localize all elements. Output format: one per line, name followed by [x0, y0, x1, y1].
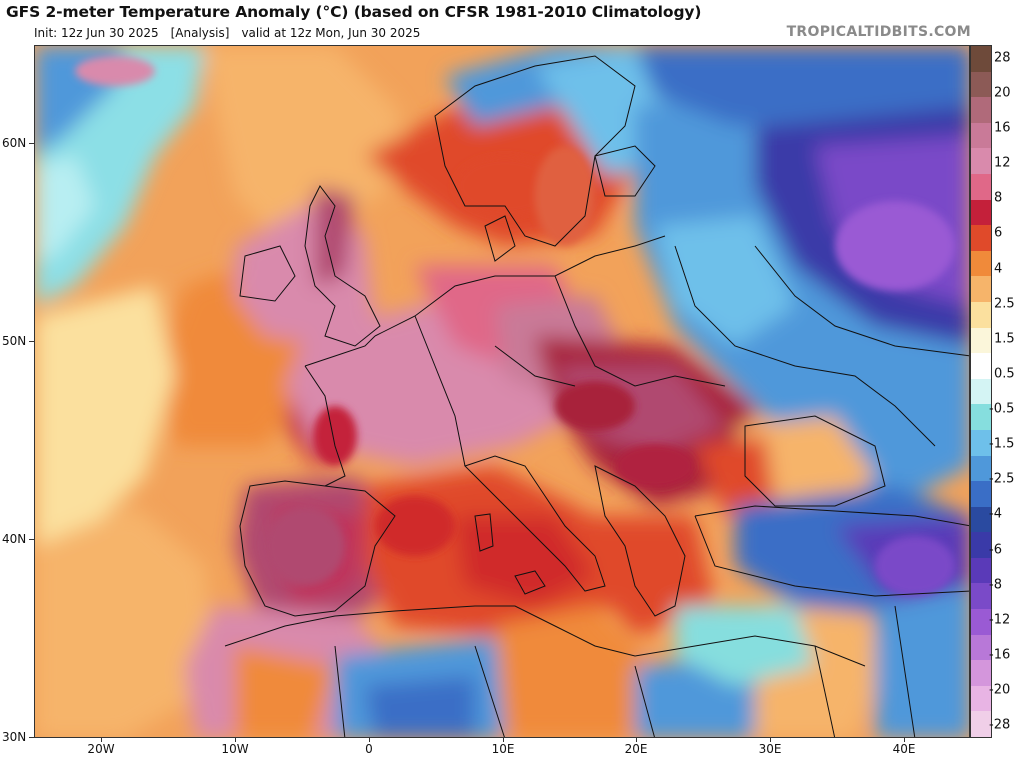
colorbar: [970, 45, 992, 738]
lat-label-50n: 50N: [2, 334, 27, 348]
colorbar-segment: [971, 455, 991, 482]
valid-time: valid at 12z Mon, Jun 30 2025: [241, 26, 421, 40]
lon-label-0: 0: [365, 742, 373, 756]
colorbar-label: -2.5: [989, 471, 1015, 487]
temperature-anomaly-map: [34, 45, 970, 738]
colorbar-segment: [971, 97, 991, 123]
colorbar-label: -6: [989, 542, 1002, 558]
colorbar-label: -4: [989, 506, 1002, 522]
colorbar-label: -16: [989, 647, 1011, 663]
site-credit: TROPICALTIDBITS.COM: [786, 24, 971, 40]
colorbar-label: -12: [989, 612, 1011, 628]
colorbar-labels: 28 20 16 12 8 6 4 2.5 1.5 0.5 -0.5 -1.5 -2.5 -4 -6 -8 -1…: [989, 45, 1024, 738]
colorbar-segment: [971, 46, 991, 72]
lon-tick: [235, 738, 236, 742]
lon-label-20e: 20E: [624, 742, 648, 756]
lat-tick: [29, 341, 34, 342]
warm-cores: [75, 56, 955, 596]
colorbar-label: 28: [994, 50, 1011, 66]
lat-tick: [29, 737, 34, 738]
colorbar-segment: [971, 404, 991, 430]
lat-label-30n: 30N: [2, 730, 27, 744]
colorbar-segment: [971, 660, 991, 686]
colorbar-segment: [971, 429, 991, 456]
colorbar-segment: [971, 225, 991, 251]
map-subtitle: Init: 12z Jun 30 2025 [Analysis] valid at …: [34, 26, 432, 40]
colorbar-label: 4: [994, 261, 1003, 277]
anomaly-field: [35, 46, 969, 737]
lon-tick: [369, 738, 370, 742]
analysis-tag: [Analysis]: [170, 26, 230, 40]
lat-tick: [29, 539, 34, 540]
colorbar-label: -20: [989, 682, 1011, 698]
lon-tick: [770, 738, 771, 742]
colorbar-label: -8: [989, 577, 1002, 593]
lon-tick: [636, 738, 637, 742]
colorbar-segment: [971, 711, 991, 738]
colorbar-segment: [971, 583, 991, 610]
colorbar-label: 16: [994, 120, 1011, 136]
colorbar-segment: [971, 199, 991, 226]
colorbar-label: 6: [994, 225, 1003, 241]
colorbar-label: 20: [994, 85, 1011, 101]
colorbar-segment: [971, 301, 991, 328]
colorbar-segment: [971, 532, 991, 558]
colorbar-segment: [971, 353, 991, 379]
colorbar-segment: [971, 148, 991, 174]
lon-label-10e: 10E: [491, 742, 515, 756]
init-time: Init: 12z Jun 30 2025: [34, 26, 159, 40]
lon-label-10w: 10W: [221, 742, 249, 756]
coastlines: [224, 55, 969, 737]
lat-label-40n: 40N: [2, 532, 27, 546]
lat-tick: [29, 143, 34, 144]
lon-tick: [101, 738, 102, 742]
map-title: GFS 2-meter Temperature Anomaly (°C) (ba…: [6, 3, 702, 21]
colorbar-label: 0.5: [994, 366, 1015, 382]
colorbar-segment: [971, 634, 991, 661]
colorbar-label: 1.5: [994, 331, 1015, 347]
colorbar-segment: [971, 557, 991, 584]
colorbar-segment: [971, 481, 991, 507]
colorbar-segment: [971, 173, 991, 200]
lon-label-40e: 40E: [892, 742, 916, 756]
colorbar-label: -1.5: [989, 436, 1015, 452]
colorbar-label: -0.5: [989, 401, 1015, 417]
colorbar-segment: [971, 685, 991, 712]
colorbar-label: 12: [994, 155, 1011, 171]
lon-tick: [904, 738, 905, 742]
colorbar-label: 8: [994, 190, 1003, 206]
colorbar-label: 2.5: [994, 296, 1015, 312]
colorbar-segment: [971, 506, 991, 533]
lat-label-60n: 60N: [2, 136, 27, 150]
colorbar-segment: [971, 609, 991, 635]
lon-tick: [503, 738, 504, 742]
lon-label-30e: 30E: [758, 742, 782, 756]
colorbar-segment: [971, 327, 991, 354]
colorbar-segment: [971, 122, 991, 149]
colorbar-segment: [971, 378, 991, 405]
colorbar-segment: [971, 71, 991, 98]
lon-label-20w: 20W: [87, 742, 115, 756]
colorbar-label: -28: [989, 717, 1011, 733]
colorbar-segment: [971, 276, 991, 302]
colorbar-segment: [971, 250, 991, 277]
